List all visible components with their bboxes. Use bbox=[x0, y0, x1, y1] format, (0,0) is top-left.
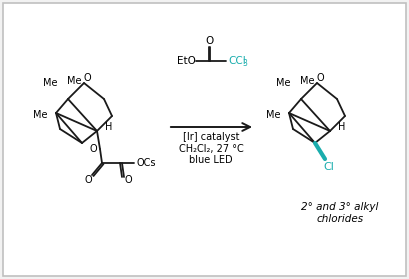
Text: Me: Me bbox=[33, 110, 47, 120]
Text: Me: Me bbox=[67, 76, 81, 86]
Text: O: O bbox=[84, 175, 92, 185]
Text: Me: Me bbox=[300, 76, 314, 86]
Text: O: O bbox=[206, 36, 214, 46]
Text: Me: Me bbox=[43, 78, 57, 88]
Text: CH₂Cl₂, 27 °C: CH₂Cl₂, 27 °C bbox=[179, 144, 243, 154]
Text: O: O bbox=[83, 73, 91, 83]
Text: Cl: Cl bbox=[324, 162, 335, 172]
Text: O: O bbox=[89, 144, 97, 154]
Text: H: H bbox=[105, 122, 113, 132]
Text: EtO: EtO bbox=[177, 56, 196, 66]
Text: blue LED: blue LED bbox=[189, 155, 233, 165]
Text: 2° and 3° alkyl: 2° and 3° alkyl bbox=[301, 202, 379, 212]
Text: O: O bbox=[316, 73, 324, 83]
Text: OCs: OCs bbox=[136, 158, 156, 168]
Text: 3: 3 bbox=[243, 59, 247, 69]
Text: H: H bbox=[338, 122, 346, 132]
FancyBboxPatch shape bbox=[3, 3, 406, 276]
Text: chlorides: chlorides bbox=[317, 214, 364, 224]
Text: O: O bbox=[124, 175, 132, 185]
Text: Me: Me bbox=[276, 78, 290, 88]
Text: CCl: CCl bbox=[228, 56, 246, 66]
Text: [Ir] catalyst: [Ir] catalyst bbox=[183, 132, 239, 142]
Text: Me: Me bbox=[266, 110, 280, 120]
